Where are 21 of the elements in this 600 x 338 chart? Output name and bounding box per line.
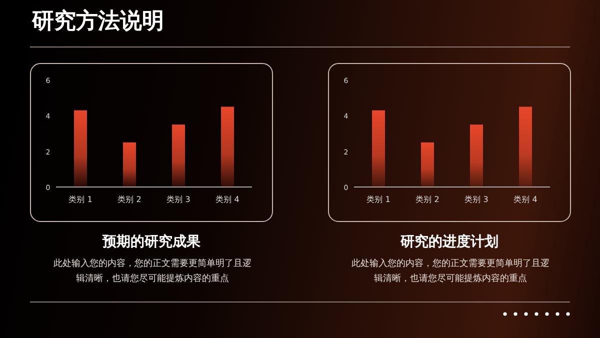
bar bbox=[372, 110, 385, 187]
x-tick-label: 类别 1 bbox=[366, 195, 390, 204]
bar bbox=[172, 124, 185, 187]
text: 此处输入您的内容，您的正文需要更简单明了且逻辑清晰，也请您尽可能提炼内容的重点 bbox=[52, 258, 252, 286]
text: 研究的进度计划 bbox=[399, 233, 500, 251]
bar bbox=[123, 142, 136, 187]
x-tick-label: 类别 3 bbox=[464, 195, 488, 204]
bar bbox=[470, 124, 483, 187]
text: 此处输入您的内容，您的正文需要更简单明了且逻辑清晰，也请您尽可能提炼内容的重点 bbox=[350, 258, 550, 286]
bar bbox=[74, 110, 87, 187]
x-tick-label: 类别 1 bbox=[68, 195, 92, 204]
bar bbox=[421, 142, 434, 187]
x-tick-label: 类别 2 bbox=[416, 195, 440, 204]
text: 预期的研究成果 bbox=[101, 233, 202, 251]
text: 研究方法说明 bbox=[32, 8, 164, 36]
x-tick-label: 类别 2 bbox=[118, 195, 142, 204]
bar bbox=[221, 106, 234, 187]
x-tick-label: 类别 3 bbox=[166, 195, 190, 204]
x-tick-label: 类别 4 bbox=[216, 195, 240, 204]
bar bbox=[519, 106, 532, 187]
x-tick-label: 类别 4 bbox=[514, 195, 538, 204]
